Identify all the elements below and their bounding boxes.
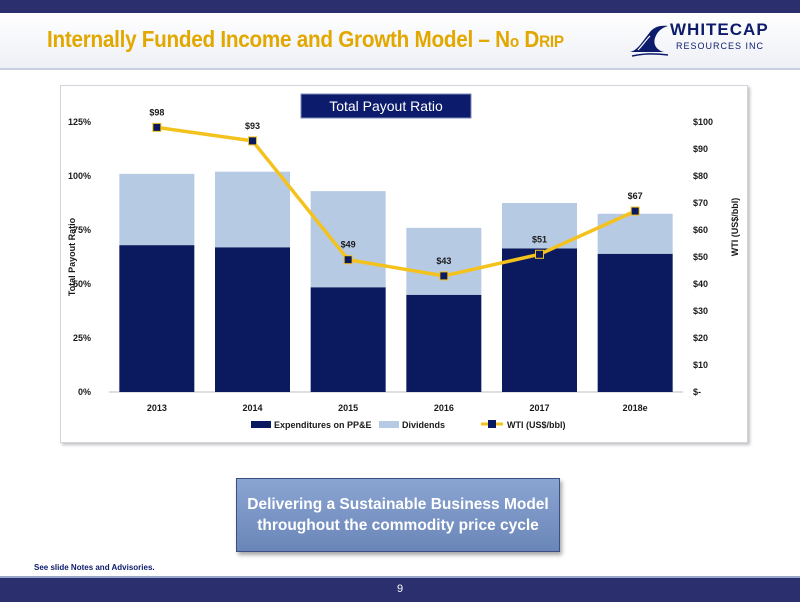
y-tick-label: 125% (68, 117, 91, 127)
wave-icon (630, 25, 669, 57)
wti-data-label: $67 (628, 191, 643, 201)
page-title: Internally Funded Income and Growth Mode… (47, 26, 564, 53)
footer-bar: 9 (0, 576, 800, 602)
wti-marker (152, 122, 162, 132)
y2-tick-label: $40 (693, 279, 708, 289)
y-tick-label: 50% (73, 279, 91, 289)
callout-box: Delivering a Sustainable Business Model … (236, 478, 560, 552)
y2-tick-label: $60 (693, 225, 708, 235)
y2-tick-label: $- (693, 387, 701, 397)
y-axis-title: Total Payout Ratio (67, 217, 77, 296)
wti-marker (248, 136, 257, 146)
wti-marker (439, 271, 449, 281)
title-smallcaps-2: rip (539, 32, 564, 51)
top-band (0, 0, 800, 13)
callout-line-2: throughout the commodity price cycle (257, 517, 539, 534)
x-tick-label: 2016 (434, 403, 454, 413)
bar-ppe (597, 253, 673, 392)
wti-marker (343, 255, 353, 265)
footnote: See slide Notes and Advisories. (34, 563, 155, 572)
x-tick-label: 2013 (147, 403, 167, 413)
wti-data-label: $93 (245, 121, 260, 131)
company-logo: WHITECAP RESOURCES INC (628, 16, 778, 62)
bar-ppe (310, 287, 386, 392)
y2-tick-label: $10 (693, 360, 708, 370)
y2-tick-label: $50 (693, 252, 708, 262)
x-tick-label: 2014 (242, 403, 262, 413)
y2-tick-label: $30 (693, 306, 708, 316)
title-mid: D (518, 26, 540, 52)
legend-swatch (379, 421, 399, 428)
y2-tick-label: $20 (693, 333, 708, 343)
bar-ppe (502, 248, 577, 392)
wti-data-label: $51 (532, 234, 547, 244)
wti-marker (630, 206, 640, 216)
callout-line-1: Delivering a Sustainable Business Model (247, 496, 549, 513)
chart-title-box (300, 93, 472, 119)
y-tick-label: 75% (73, 225, 91, 235)
legend-label: Dividends (402, 420, 445, 430)
legend-label: Expenditures on PP&E (274, 420, 372, 430)
chart-title: Total Payout Ratio (329, 98, 443, 114)
bar-dividends (502, 203, 577, 249)
y2-tick-label: $80 (693, 171, 708, 181)
page-number: 9 (396, 583, 404, 595)
legend-marker (488, 420, 496, 428)
payout-ratio-chart: Total Payout Ratio 0% 25% 50% 75% 100% 125% $- $… (67, 93, 740, 430)
bar-dividends (597, 213, 673, 254)
wti-line (156, 125, 636, 278)
wti-data-label: $98 (149, 107, 164, 117)
bar-dividends (119, 173, 195, 246)
y2-tick-label: $90 (693, 144, 708, 154)
legend-swatch (251, 421, 271, 428)
bar-ppe (119, 245, 195, 392)
y-tick-label: 25% (73, 333, 91, 343)
chart-panel: Total Payout Ratio 0% 25% 50% 75% 100% 125% $- $… (60, 85, 748, 443)
wti-data-label: $49 (341, 240, 356, 250)
x-tick-label: 2017 (529, 403, 549, 413)
wti-marker (535, 249, 544, 259)
y-tick-label: 100% (68, 171, 91, 181)
title-main: Internally Funded Income and Growth Mode… (47, 26, 510, 52)
bar-dividends (406, 227, 482, 295)
y-tick-label: 0% (78, 387, 91, 397)
title-smallcaps-1: o (509, 32, 519, 51)
bar-dividends (215, 171, 290, 248)
legend-label: WTI (US$/bbl) (507, 420, 566, 430)
bar-dividends (310, 191, 386, 288)
y2-tick-label: $100 (693, 117, 713, 127)
x-tick-label: 2018e (623, 403, 648, 413)
bar-ppe (215, 247, 290, 392)
x-tick-label: 2015 (338, 403, 358, 413)
y2-tick-label: $70 (693, 198, 708, 208)
y2-axis-title: WTI (US$/bbl) (730, 198, 740, 257)
logo-wordmark: WHITECAP (670, 20, 769, 39)
wti-data-label: $43 (436, 256, 451, 266)
logo-subtitle: RESOURCES INC (676, 41, 765, 51)
header-bar (0, 13, 800, 70)
bar-ppe (406, 294, 482, 392)
